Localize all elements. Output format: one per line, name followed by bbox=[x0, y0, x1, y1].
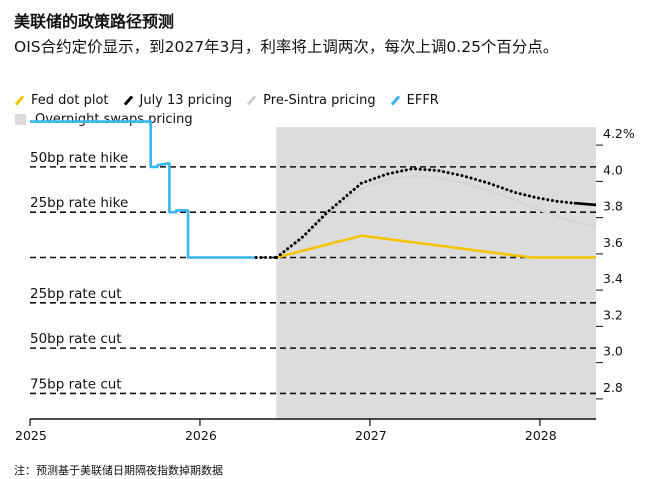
legend-item-july-13-pricing: July 13 pricing bbox=[123, 93, 233, 108]
legend-row: Overnight swaps pricing bbox=[14, 110, 614, 129]
y-tick-label: 2.8 bbox=[603, 380, 623, 395]
x-tick-label: 2026 bbox=[185, 428, 217, 443]
x-tick-label: 2027 bbox=[355, 428, 387, 443]
series-line-effr bbox=[30, 120, 257, 259]
x-tick-label: 2028 bbox=[525, 428, 557, 443]
y-tick-label: 3.6 bbox=[603, 235, 623, 250]
reference-label: 50bp rate hike bbox=[30, 150, 128, 166]
series-line-july-13-pricing bbox=[275, 167, 576, 259]
legend: Fed dot plot July 13 pricing Pre-Sintra … bbox=[14, 91, 614, 129]
legend-label: EFFR bbox=[406, 93, 439, 108]
legend-item-fed-dot-plot: Fed dot plot bbox=[14, 93, 109, 108]
shaded-region-overnight-swaps bbox=[276, 127, 596, 419]
series-line-july-13-pricing-end bbox=[573, 201, 597, 207]
y-tick-label: 3.4 bbox=[603, 271, 623, 286]
legend-label: July 13 pricing bbox=[139, 93, 233, 108]
reference-label: 25bp rate hike bbox=[30, 195, 128, 211]
legend-swatch-overnight-swaps bbox=[15, 114, 26, 125]
y-tick-label: 4.0 bbox=[603, 162, 623, 177]
x-tick-label: 2025 bbox=[15, 428, 47, 443]
reference-label: 50bp rate cut bbox=[30, 331, 122, 347]
reference-label: 75bp rate cut bbox=[30, 376, 122, 392]
chart-subtitle: OIS合约定价显示，到2027年3月，利率将上调两次，每次上调0.25个百分点。 bbox=[14, 38, 559, 56]
y-tick-label: 3.2 bbox=[603, 307, 623, 322]
legend-item-effr: EFFR bbox=[390, 93, 439, 108]
legend-label: Overnight swaps pricing bbox=[35, 112, 193, 127]
footnote: 注：预测基于美联储日期隔夜指数掉期数据 bbox=[14, 464, 223, 477]
series-line-pre-sintra-pricing bbox=[275, 174, 597, 259]
legend-item-pre-sintra-pricing: Pre-Sintra pricing bbox=[246, 93, 376, 108]
legend-row: Fed dot plot July 13 pricing Pre-Sintra … bbox=[14, 91, 614, 110]
y-tick-label: 4.2% bbox=[603, 126, 635, 141]
legend-item-overnight-swaps: Overnight swaps pricing bbox=[14, 112, 193, 127]
legend-label: Pre-Sintra pricing bbox=[263, 93, 376, 108]
y-tick-label: 3.8 bbox=[603, 199, 623, 214]
series-line-fed-dot-plot bbox=[276, 234, 596, 259]
chart-title: 美联储的政策路径预测 bbox=[14, 12, 175, 31]
reference-label: 25bp rate cut bbox=[30, 286, 122, 302]
y-tick-label: 3.0 bbox=[603, 344, 623, 359]
legend-label: Fed dot plot bbox=[31, 93, 109, 108]
